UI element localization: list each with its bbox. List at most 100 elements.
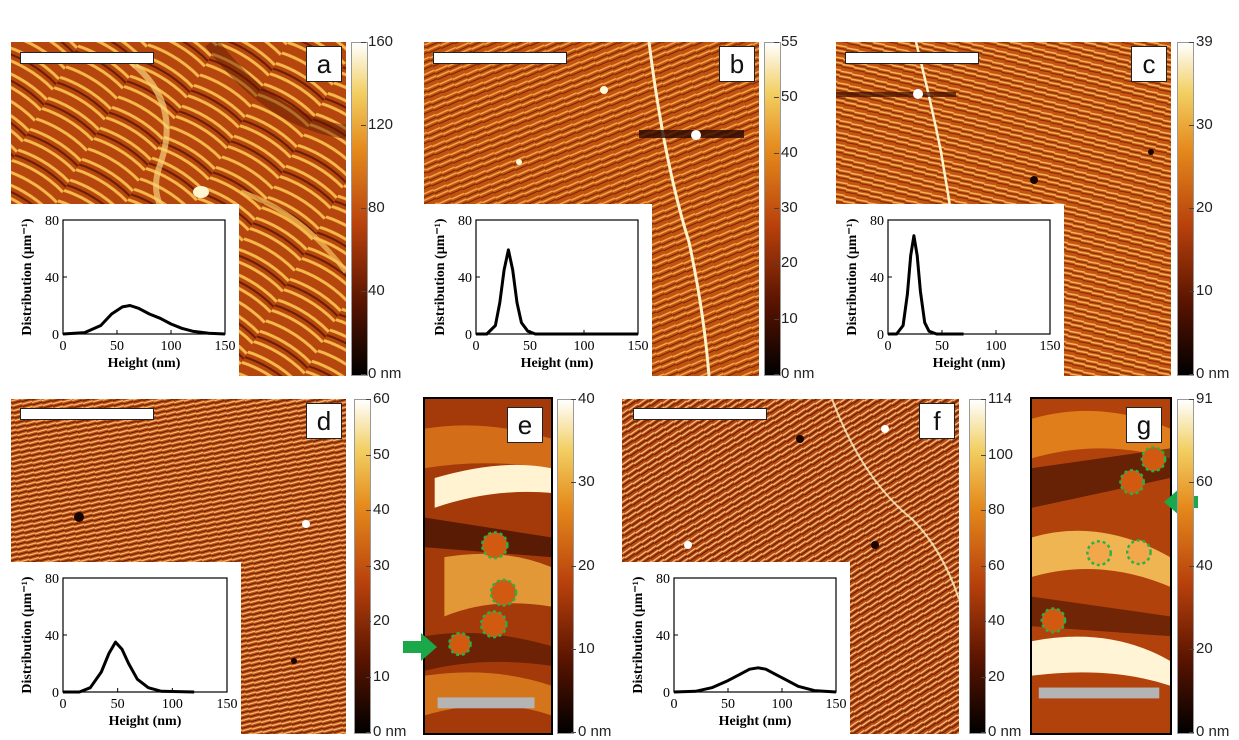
afm-image-e — [425, 399, 551, 733]
colorbar-tick-label: 10 — [578, 639, 595, 657]
arrow-e — [403, 633, 437, 661]
colorbar-tick-label: 114 — [988, 390, 1012, 407]
colorbar-tick-mark — [366, 621, 371, 622]
colorbar-tick-mark — [981, 621, 986, 622]
x-tick-label: 50 — [111, 697, 125, 712]
colorbar-c — [1177, 42, 1194, 376]
y-tick-label: 80 — [458, 214, 472, 229]
histogram-inset-f: 0 50 100 150 0 40 80 Height (nm) Distribution (μ… — [622, 562, 850, 734]
y-axis-label: Distribution (μm⁻¹) — [433, 218, 448, 335]
plot-frame — [475, 219, 639, 335]
x-tick-label: 50 — [523, 339, 537, 354]
x-tick-label: 100 — [986, 339, 1007, 354]
colorbar-tick-label: 0 nm — [988, 723, 1022, 740]
colorbar-tick-mark — [571, 565, 576, 567]
colorbar-tick-label: 40 — [781, 143, 798, 161]
colorbar-tick-mark — [1189, 732, 1194, 733]
colorbar-a — [351, 42, 368, 376]
colorbar-tick-label: 100 — [988, 445, 1014, 463]
colorbar-tick-label: 20 — [1196, 639, 1213, 657]
colorbar-tick-label: 40 — [1196, 556, 1213, 574]
colorbar-tick-label: 10 — [781, 309, 798, 327]
y-tick-label: 40 — [45, 629, 59, 644]
panel-label-d: d — [306, 403, 342, 439]
x-axis-label: Height (nm) — [521, 356, 594, 371]
colorbar-tick-label: 50 — [781, 88, 798, 106]
x-tick-label: 100 — [162, 697, 183, 712]
x-tick-label: 150 — [215, 339, 236, 354]
colorbar-g — [1177, 399, 1194, 734]
panel-label-g: g — [1126, 407, 1162, 443]
colorbar-tick-label: 30 — [781, 199, 798, 216]
colorbar-d — [354, 399, 371, 734]
x-tick-label: 100 — [574, 339, 595, 354]
colorbar-tick-mark — [1189, 648, 1194, 650]
colorbar-tick-label: 0 nm — [373, 723, 407, 740]
plot-frame — [62, 219, 226, 335]
colorbar-tick-label: 60 — [988, 556, 1005, 574]
afm-panel-e: e — [423, 397, 553, 735]
afm-panel-c: c 0 50 100 150 0 40 80 Height (nm) Distribution … — [836, 42, 1171, 376]
afm-panel-b: b 0 50 100 150 0 40 80 Height (nm) Distribution … — [424, 42, 759, 376]
afm-panel-f: f 0 50 100 150 0 40 80 Height (nm) Distribution … — [622, 399, 959, 734]
colorbar-b — [764, 42, 781, 376]
x-tick-label: 0 — [60, 339, 67, 354]
y-tick-label: 40 — [45, 271, 59, 286]
colorbar-tick-mark — [361, 374, 366, 375]
y-axis-label: Distribution (μm⁻¹) — [845, 218, 860, 335]
colorbar-tick-mark — [1189, 125, 1194, 126]
colorbar-tick-label: 160 — [368, 33, 394, 50]
distribution-curve — [476, 248, 638, 336]
colorbar-tick-label: 10 — [373, 667, 390, 685]
colorbar-tick-mark — [1189, 208, 1194, 209]
panel-label-b: b — [719, 46, 755, 82]
distribution-curve — [62, 304, 226, 336]
colorbar-tick-label: 0 nm — [368, 365, 402, 382]
x-tick-label: 0 — [885, 339, 892, 354]
colorbar-tick-label: 50 — [373, 445, 390, 463]
colorbar-tick-mark — [361, 42, 366, 43]
colorbar-tick-label: 20 — [1196, 199, 1213, 216]
afm-image-g — [1032, 399, 1170, 733]
x-axis-label: Height (nm) — [108, 356, 181, 371]
colorbar-tick-mark — [571, 399, 576, 400]
x-tick-label: 100 — [161, 339, 182, 354]
colorbar-tick-label: 20 — [781, 254, 798, 272]
colorbar-tick-label: 20 — [578, 556, 595, 574]
colorbar-tick-mark — [361, 125, 366, 126]
x-tick-label: 150 — [217, 697, 238, 712]
colorbar-tick-label: 80 — [988, 501, 1005, 518]
y-tick-label: 40 — [870, 271, 884, 286]
y-tick-label: 0 — [52, 328, 59, 343]
colorbar-tick-label: 120 — [368, 116, 394, 133]
histogram-inset-b: 0 50 100 150 0 40 80 Height (nm) Distribution (μ… — [424, 204, 652, 376]
colorbar-f — [969, 399, 986, 734]
colorbar-tick-mark — [774, 263, 779, 265]
colorbar-tick-mark — [571, 482, 576, 484]
x-tick-label: 0 — [60, 697, 67, 712]
colorbar-tick-mark — [361, 291, 366, 292]
y-axis-label: Distribution (μm⁻¹) — [20, 576, 35, 693]
colorbar-tick-label: 20 — [373, 612, 390, 629]
y-tick-label: 80 — [870, 214, 884, 229]
colorbar-tick-label: 40 — [373, 501, 390, 518]
colorbar-tick-label: 91 — [1196, 390, 1213, 407]
afm-panel-d: d 0 50 100 150 0 40 80 Height (nm) Distribution … — [11, 399, 346, 734]
distribution-curve — [888, 234, 964, 336]
colorbar-tick-mark — [1189, 482, 1194, 484]
histogram-inset-c: 0 50 100 150 0 40 80 Height (nm) Distribution (μ… — [836, 204, 1064, 376]
y-tick-label: 80 — [45, 572, 59, 587]
scale-bar-b — [433, 52, 567, 64]
colorbar-tick-mark — [774, 374, 779, 375]
colorbar-tick-label: 55 — [781, 33, 798, 50]
colorbar-tick-label: 30 — [373, 556, 390, 574]
colorbar-tick-mark — [571, 648, 576, 650]
y-tick-label: 80 — [45, 214, 59, 229]
colorbar-tick-mark — [1189, 565, 1194, 567]
colorbar-tick-mark — [1189, 42, 1194, 43]
colorbar-tick-mark — [571, 732, 576, 733]
y-tick-label: 0 — [877, 328, 884, 343]
x-tick-label: 150 — [1040, 339, 1061, 354]
colorbar-e — [557, 399, 574, 734]
x-tick-label: 50 — [935, 339, 949, 354]
